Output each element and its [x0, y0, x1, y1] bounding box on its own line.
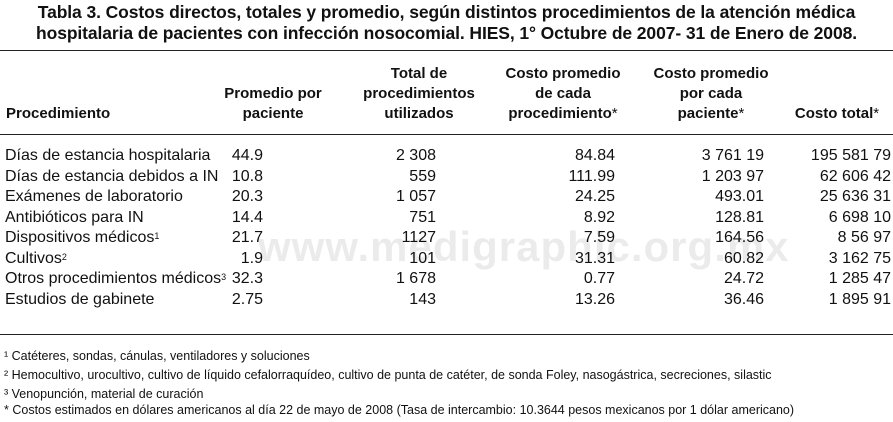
cell-promedio: 44.9: [231, 147, 263, 164]
row-procedimiento: Estudios de gabinete: [5, 290, 155, 308]
cell-promedio: 21.7: [231, 229, 263, 246]
row-procedimiento: Exámenes de laboratorio: [5, 188, 183, 205]
title-line-1: Tabla 3. Costos directos, totales y prom…: [37, 2, 856, 22]
cell-costo-proc: 0.77: [583, 270, 615, 287]
cell-costo-pac: 36.46: [723, 290, 764, 308]
cell-promedio: 14.4: [231, 208, 263, 226]
cell-promedio: 2.75: [231, 290, 263, 308]
row-procedimiento: Antibióticos para IN: [5, 208, 144, 226]
watermark: www.medigraphic.org.mx: [258, 223, 790, 270]
cell-total: 1 057: [395, 188, 436, 205]
cell-costo-pac: 1 203 97: [701, 167, 764, 185]
cell-total: 101: [409, 249, 436, 267]
cell-costo-proc: 8.92: [583, 208, 615, 226]
cell-costo-proc: 111.99: [568, 167, 615, 185]
cell-total: 559: [409, 167, 436, 185]
footnote-marker: 2: [61, 251, 67, 262]
footnote-marker: 3: [221, 272, 227, 282]
bottom-rule: [0, 334, 893, 335]
cell-costo-pac: 24.72: [723, 270, 764, 287]
header-costo-procedimiento: Costo promedio de cada procedimiento*: [505, 65, 621, 122]
cell-total: 143: [409, 290, 436, 308]
cell-promedio: 10.8: [231, 167, 263, 185]
cell-costo-total: 1 895 91: [828, 290, 891, 308]
cell-costo-total: 195 581 79: [810, 147, 891, 164]
row-procedimiento: Otros procedimientos médicos3: [5, 270, 227, 287]
footnote-3: ³ Venopunción, material de curación: [4, 387, 204, 401]
cell-total: 1127: [401, 229, 436, 246]
cell-costo-pac: 60.82: [723, 249, 764, 267]
header-costo-total: Costo total*: [794, 105, 880, 122]
cell-costo-proc: 13.26: [574, 290, 615, 308]
row-procedimiento: Cultivos2: [5, 249, 67, 267]
cell-costo-pac: 3 761 19: [701, 147, 764, 164]
title-line-2: hospitalaria de pacientes con infección …: [36, 23, 857, 43]
row-procedimiento: Días de estancia hospitalaria: [5, 147, 211, 164]
footnote-4: * Costos estimados en dólares americanos…: [4, 403, 795, 417]
cell-costo-pac: 493.01: [715, 188, 764, 205]
header-promedio: Promedio por paciente: [224, 85, 322, 122]
header-total: Total de procedimientos utilizados: [363, 65, 475, 122]
cell-costo-total: 25 636 31: [819, 188, 891, 205]
cell-costo-pac: 128.81: [715, 208, 764, 226]
cell-costo-total: 1 285 47: [828, 270, 891, 287]
header-costo-paciente: Costo promedio por cada paciente*: [653, 65, 769, 122]
footnote-2: ² Hemocultivo, urocultivo, cultivo de lí…: [4, 368, 772, 382]
footnote-1: ¹ Catéteres, sondas, cánulas, ventilador…: [4, 349, 310, 363]
cell-costo-proc: 31.31: [574, 249, 615, 267]
cell-promedio: 32.3: [231, 270, 263, 287]
cell-costo-proc: 84.84: [574, 147, 615, 164]
cell-costo-total: 6 698 10: [828, 208, 891, 226]
cell-total: 2 308: [395, 147, 436, 164]
cell-costo-proc: 24.25: [574, 188, 615, 205]
cell-costo-total: 62 606 42: [819, 167, 891, 185]
cell-costo-proc: 7.59: [583, 229, 615, 246]
cell-promedio: 1.9: [240, 249, 263, 267]
cell-promedio: 20.3: [231, 188, 263, 205]
table-title: Tabla 3. Costos directos, totales y prom…: [0, 2, 893, 44]
cell-total: 751: [409, 208, 436, 226]
header-rule: [0, 134, 893, 135]
footnote-marker: 1: [154, 231, 160, 241]
header-procedimiento: Procedimiento: [6, 105, 111, 122]
cell-costo-pac: 164.56: [715, 229, 764, 246]
cell-costo-total: 8 56 97: [837, 229, 891, 246]
row-procedimiento: Días de estancia debidos a IN: [5, 167, 219, 185]
cell-total: 1 678: [395, 270, 436, 287]
cell-costo-total: 3 162 75: [828, 249, 891, 267]
row-procedimiento: Dispositivos médicos1: [5, 229, 160, 246]
top-rule: [0, 50, 893, 51]
